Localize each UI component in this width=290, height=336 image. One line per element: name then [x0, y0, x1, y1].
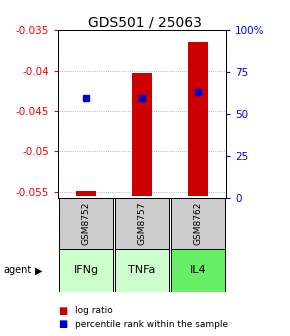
Bar: [76, 191, 96, 196]
Bar: [115, 198, 169, 249]
Text: percentile rank within the sample: percentile rank within the sample: [75, 320, 229, 329]
Text: ■: ■: [58, 306, 67, 316]
Text: GSM8762: GSM8762: [194, 202, 203, 245]
Bar: [188, 42, 208, 196]
Text: ▶: ▶: [35, 265, 43, 276]
Text: ■: ■: [58, 319, 67, 329]
Text: IFNg: IFNg: [73, 265, 99, 276]
Text: TNFa: TNFa: [128, 265, 156, 276]
Text: IL4: IL4: [190, 265, 206, 276]
Text: GDS501 / 25063: GDS501 / 25063: [88, 15, 202, 29]
Bar: [171, 249, 225, 292]
Bar: [59, 249, 113, 292]
Bar: [115, 249, 169, 292]
Bar: [171, 198, 225, 249]
Bar: [59, 198, 113, 249]
Text: log ratio: log ratio: [75, 306, 113, 315]
Text: GSM8752: GSM8752: [81, 202, 90, 245]
Text: GSM8757: GSM8757: [137, 202, 147, 245]
Bar: [132, 73, 152, 196]
Text: agent: agent: [3, 265, 31, 276]
